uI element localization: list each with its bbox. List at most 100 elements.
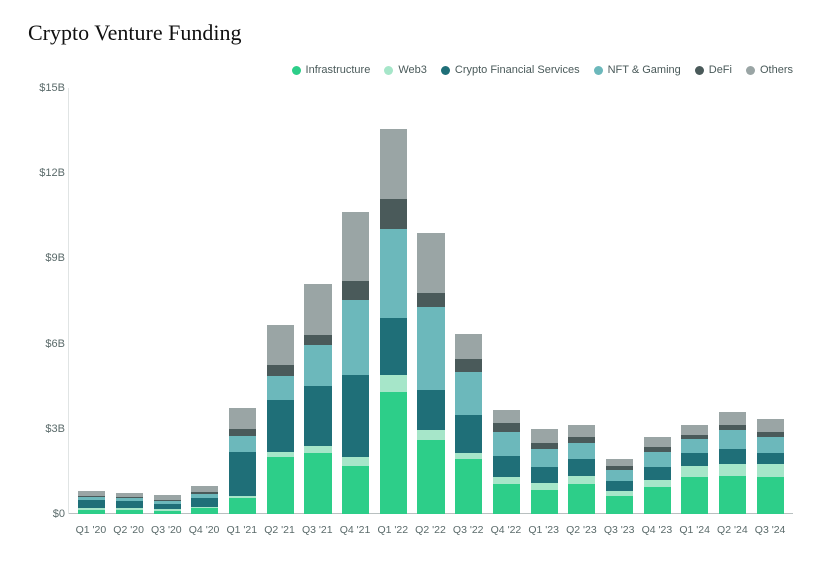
bar-segment-cfs [116,501,143,508]
bar [568,88,595,514]
bar-segment-defi [455,359,482,372]
bar [719,88,746,514]
bar-segment-others [719,412,746,425]
bar-segment-others [568,425,595,438]
bar-segment-defi [304,335,331,345]
legend-swatch-web3 [384,66,393,75]
bar-segment-web3 [417,430,444,440]
bar-segment-cfs [229,452,256,496]
x-tick-label: Q2 '22 [412,518,450,544]
x-tick-label: Q2 '20 [110,518,148,544]
bar-segment-defi [267,365,294,376]
bar-segment-web3 [304,446,331,453]
legend-item-infrastructure: Infrastructure [292,64,371,76]
bar-segment-nft [455,372,482,415]
bar [191,88,218,514]
bar-segment-nft [681,439,708,453]
x-tick-label: Q1 '23 [525,518,563,544]
bar-segment-cfs [342,375,369,457]
bar-segment-cfs [304,386,331,446]
bar-slot [488,88,526,514]
legend-swatch-infrastructure [292,66,301,75]
x-tick-label: Q1 '21 [223,518,261,544]
bar-segment-defi [493,423,520,432]
x-tick-label: Q4 '23 [638,518,676,544]
bar-segment-cfs [644,467,671,480]
bar-segment-others [681,425,708,435]
bar [644,88,671,514]
plot-area: $0$3B$6B$9B$12B$15B [68,88,793,514]
bar-segment-infrastructure [719,476,746,514]
bar-slot [337,88,375,514]
bar-segment-cfs [380,318,407,375]
bar-slot [375,88,413,514]
bar-slot [73,88,111,514]
bar-slot [714,88,752,514]
bar [229,88,256,514]
bar-segment-nft [531,449,558,467]
x-tick-label: Q2 '23 [563,518,601,544]
bar-segment-nft [644,452,671,468]
x-tick-label: Q4 '20 [185,518,223,544]
bar-segment-cfs [681,453,708,466]
bar-segment-infrastructure [191,508,218,514]
legend-item-others: Others [746,64,793,76]
y-tick-label: $9B [25,252,65,264]
bar-slot [450,88,488,514]
bar-segment-web3 [681,466,708,477]
bar-segment-infrastructure [681,477,708,514]
bar-slot [412,88,450,514]
bar-segment-nft [229,436,256,452]
bar-segment-nft [568,443,595,459]
bar-slot [299,88,337,514]
x-tick-label: Q3 '21 [298,518,336,544]
bar-segment-others [342,212,369,282]
legend: Infrastructure Web3 Crypto Financial Servi… [24,64,803,76]
y-tick-label: $15B [25,82,65,94]
bar-slot [111,88,149,514]
bar [493,88,520,514]
bar [116,88,143,514]
bar-segment-cfs [757,453,784,464]
bar-segment-others [229,408,256,429]
bar-segment-web3 [568,476,595,485]
bar-segment-cfs [493,456,520,477]
legend-item-nft: NFT & Gaming [594,64,681,76]
bar-segment-web3 [757,464,784,477]
legend-swatch-cfs [441,66,450,75]
bar-segment-infrastructure [493,484,520,514]
x-tick-label: Q2 '21 [261,518,299,544]
bar-slot [751,88,789,514]
bar-segment-others [493,410,520,423]
bar-segment-others [304,284,331,335]
legend-item-cfs: Crypto Financial Services [441,64,580,76]
bar-slot [148,88,186,514]
bar [757,88,784,514]
bar-segment-web3 [342,457,369,466]
bar-segment-nft [493,432,520,456]
x-tick-label: Q1 '20 [72,518,110,544]
legend-label-web3: Web3 [398,64,427,76]
bar [267,88,294,514]
bar-segment-others [417,233,444,293]
x-tick-label: Q3 '23 [600,518,638,544]
bar-segment-others [267,325,294,365]
bar [531,88,558,514]
bar-slot [261,88,299,514]
bar [380,88,407,514]
bar-segment-infrastructure [154,511,181,514]
x-tick-label: Q4 '21 [336,518,374,544]
bar-segment-others [757,419,784,432]
x-tick-label: Q1 '22 [374,518,412,544]
bar [304,88,331,514]
chart-area: $0$3B$6B$9B$12B$15B Q1 '20Q2 '20Q3 '20Q4… [24,84,803,544]
chart-title: Crypto Venture Funding [28,20,803,46]
legend-label-others: Others [760,64,793,76]
bar-segment-nft [757,437,784,453]
bar-segment-cfs [417,390,444,430]
bar-slot [563,88,601,514]
bar-segment-cfs [568,459,595,476]
bar-segment-cfs [455,415,482,453]
bar-segment-nft [267,376,294,400]
bar-slot [186,88,224,514]
